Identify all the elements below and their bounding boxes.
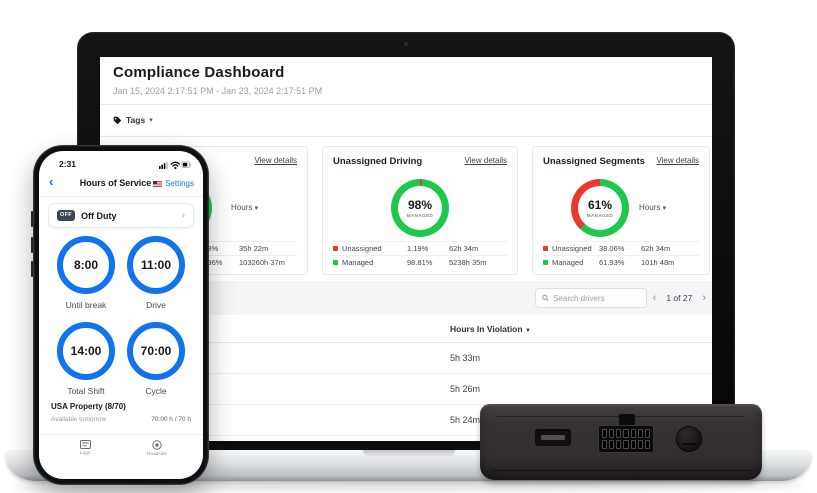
page-title: Compliance Dashboard — [113, 64, 285, 81]
donut-chart: 98% MANAGED — [391, 179, 449, 237]
cellular-icon — [159, 161, 168, 169]
legend-row: Unassigned 1.19% 62h 34m — [333, 241, 507, 255]
tags-label: Tags — [126, 115, 146, 125]
view-details-link[interactable]: View details — [464, 156, 507, 165]
status-bar-icons — [159, 160, 191, 169]
search-input[interactable] — [553, 293, 640, 303]
cycle-hours: 70:00 h / 70 h — [151, 416, 191, 423]
logs-icon — [79, 440, 91, 449]
legend-row: Managed 61.93% 101h 48m — [543, 255, 699, 269]
chevron-down-icon: ▾ — [662, 205, 667, 212]
page-indicator: 1 of 27 — [666, 293, 693, 303]
hours-unit-dropdown[interactable]: Hours ▾ — [231, 203, 259, 212]
legend-row: Managed 98.81% 5238h 35m — [333, 255, 507, 269]
legend-dot — [543, 260, 548, 265]
roadside-inspection-icon — [152, 440, 162, 450]
donut-legend: Unassigned 38.06% 62h 34m Managed 61.93%… — [543, 241, 699, 269]
panel-unassigned-segments: Unassigned Segments View details 61% MAN… — [532, 146, 710, 275]
cycle-rule-title: USA Property (8/70) — [51, 402, 126, 411]
phone: 2:31 — [31, 145, 209, 485]
prev-page-button[interactable]: ‹ — [652, 292, 657, 304]
chevron-down-icon: ▾ — [254, 205, 259, 212]
view-details-link[interactable]: View details — [656, 156, 699, 165]
panel-title: Unassigned Segments — [543, 156, 645, 167]
floor-shadow — [14, 480, 804, 490]
duty-status-label: Off Duty — [81, 210, 117, 221]
donut-percentage: 61% — [587, 197, 613, 212]
screen-title: Hours of Service — [39, 178, 203, 188]
phone-tab-bar: Logs Roadside — [39, 434, 203, 479]
gauge-label: Until break — [65, 300, 107, 310]
volume-button — [31, 237, 33, 253]
search-icon — [542, 294, 549, 302]
gauge-label: Drive — [146, 300, 166, 310]
gauge-cycle: 70:00 — [127, 322, 185, 380]
usb-port — [535, 429, 571, 446]
us-flag-icon — [153, 181, 163, 187]
round-connector — [676, 426, 702, 452]
donut-label: MANAGED — [586, 212, 614, 218]
view-details-link[interactable]: View details — [254, 156, 297, 165]
gauge-total-shift: 14:00 — [57, 322, 115, 380]
phone-screen: 2:31 — [39, 151, 203, 479]
hours-unit-dropdown[interactable]: Hours ▾ — [639, 203, 667, 212]
laptop-lid-notch — [362, 450, 455, 457]
tab-logs[interactable]: Logs — [63, 440, 107, 456]
legend-dot — [333, 246, 338, 251]
battery-icon — [181, 161, 191, 168]
eld-device — [480, 404, 762, 480]
pagination: ‹ 1 of 27 › — [653, 288, 708, 308]
tab-roadside[interactable]: Roadside — [135, 440, 179, 457]
driver-search[interactable] — [535, 288, 647, 308]
gauge-until-break: 8:00 — [57, 236, 115, 294]
divider — [39, 196, 203, 197]
connector-tab — [619, 414, 635, 428]
divider — [100, 104, 712, 105]
legend-dot — [333, 260, 338, 265]
side-button — [31, 261, 33, 277]
legend-dot — [543, 246, 548, 251]
legend-row: Unassigned 38.06% 62h 34m — [543, 241, 699, 255]
date-range: Jan 15, 2024 2:17:51 PM - Jan 23, 2024 2… — [113, 86, 323, 96]
gauge-drive: 11:00 — [127, 236, 185, 294]
next-page-button[interactable]: › — [702, 292, 706, 304]
chevron-right-icon: › — [181, 210, 185, 221]
donut-label: MANAGED — [406, 212, 434, 218]
tag-icon — [113, 116, 122, 124]
cycle-availability: Available tomorrow — [51, 416, 107, 423]
webcam-dot — [404, 42, 408, 46]
duty-status-card[interactable]: OFF Off Duty › — [48, 203, 194, 228]
sort-desc-icon: ▼ — [524, 328, 531, 334]
column-hours-in-violation[interactable]: Hours In Violation ▼ — [450, 324, 531, 334]
donut-percentage: 98% — [407, 197, 433, 212]
volume-button — [31, 211, 33, 227]
wifi-icon — [170, 161, 181, 169]
panel-unassigned-driving: Unassigned Driving View details 98% MANA… — [322, 146, 518, 275]
divider — [100, 136, 712, 137]
donut-legend: Unassigned 1.19% 62h 34m Managed 98.81% … — [333, 241, 507, 269]
chevron-down-icon: ▾ — [149, 117, 153, 124]
duty-status-badge: OFF — [57, 210, 75, 221]
panel-title: Unassigned Driving — [333, 156, 423, 167]
settings-button[interactable]: Settings — [165, 179, 194, 188]
tags-filter-dropdown[interactable]: Tags ▾ — [113, 111, 153, 129]
gauge-label: Total Shift — [67, 386, 105, 396]
back-button[interactable]: ‹ — [49, 174, 54, 189]
donut-chart: 61% MANAGED — [571, 179, 629, 237]
status-bar-time: 2:31 — [59, 159, 77, 169]
pin-connector — [598, 425, 654, 453]
gauge-label: Cycle — [145, 386, 167, 396]
